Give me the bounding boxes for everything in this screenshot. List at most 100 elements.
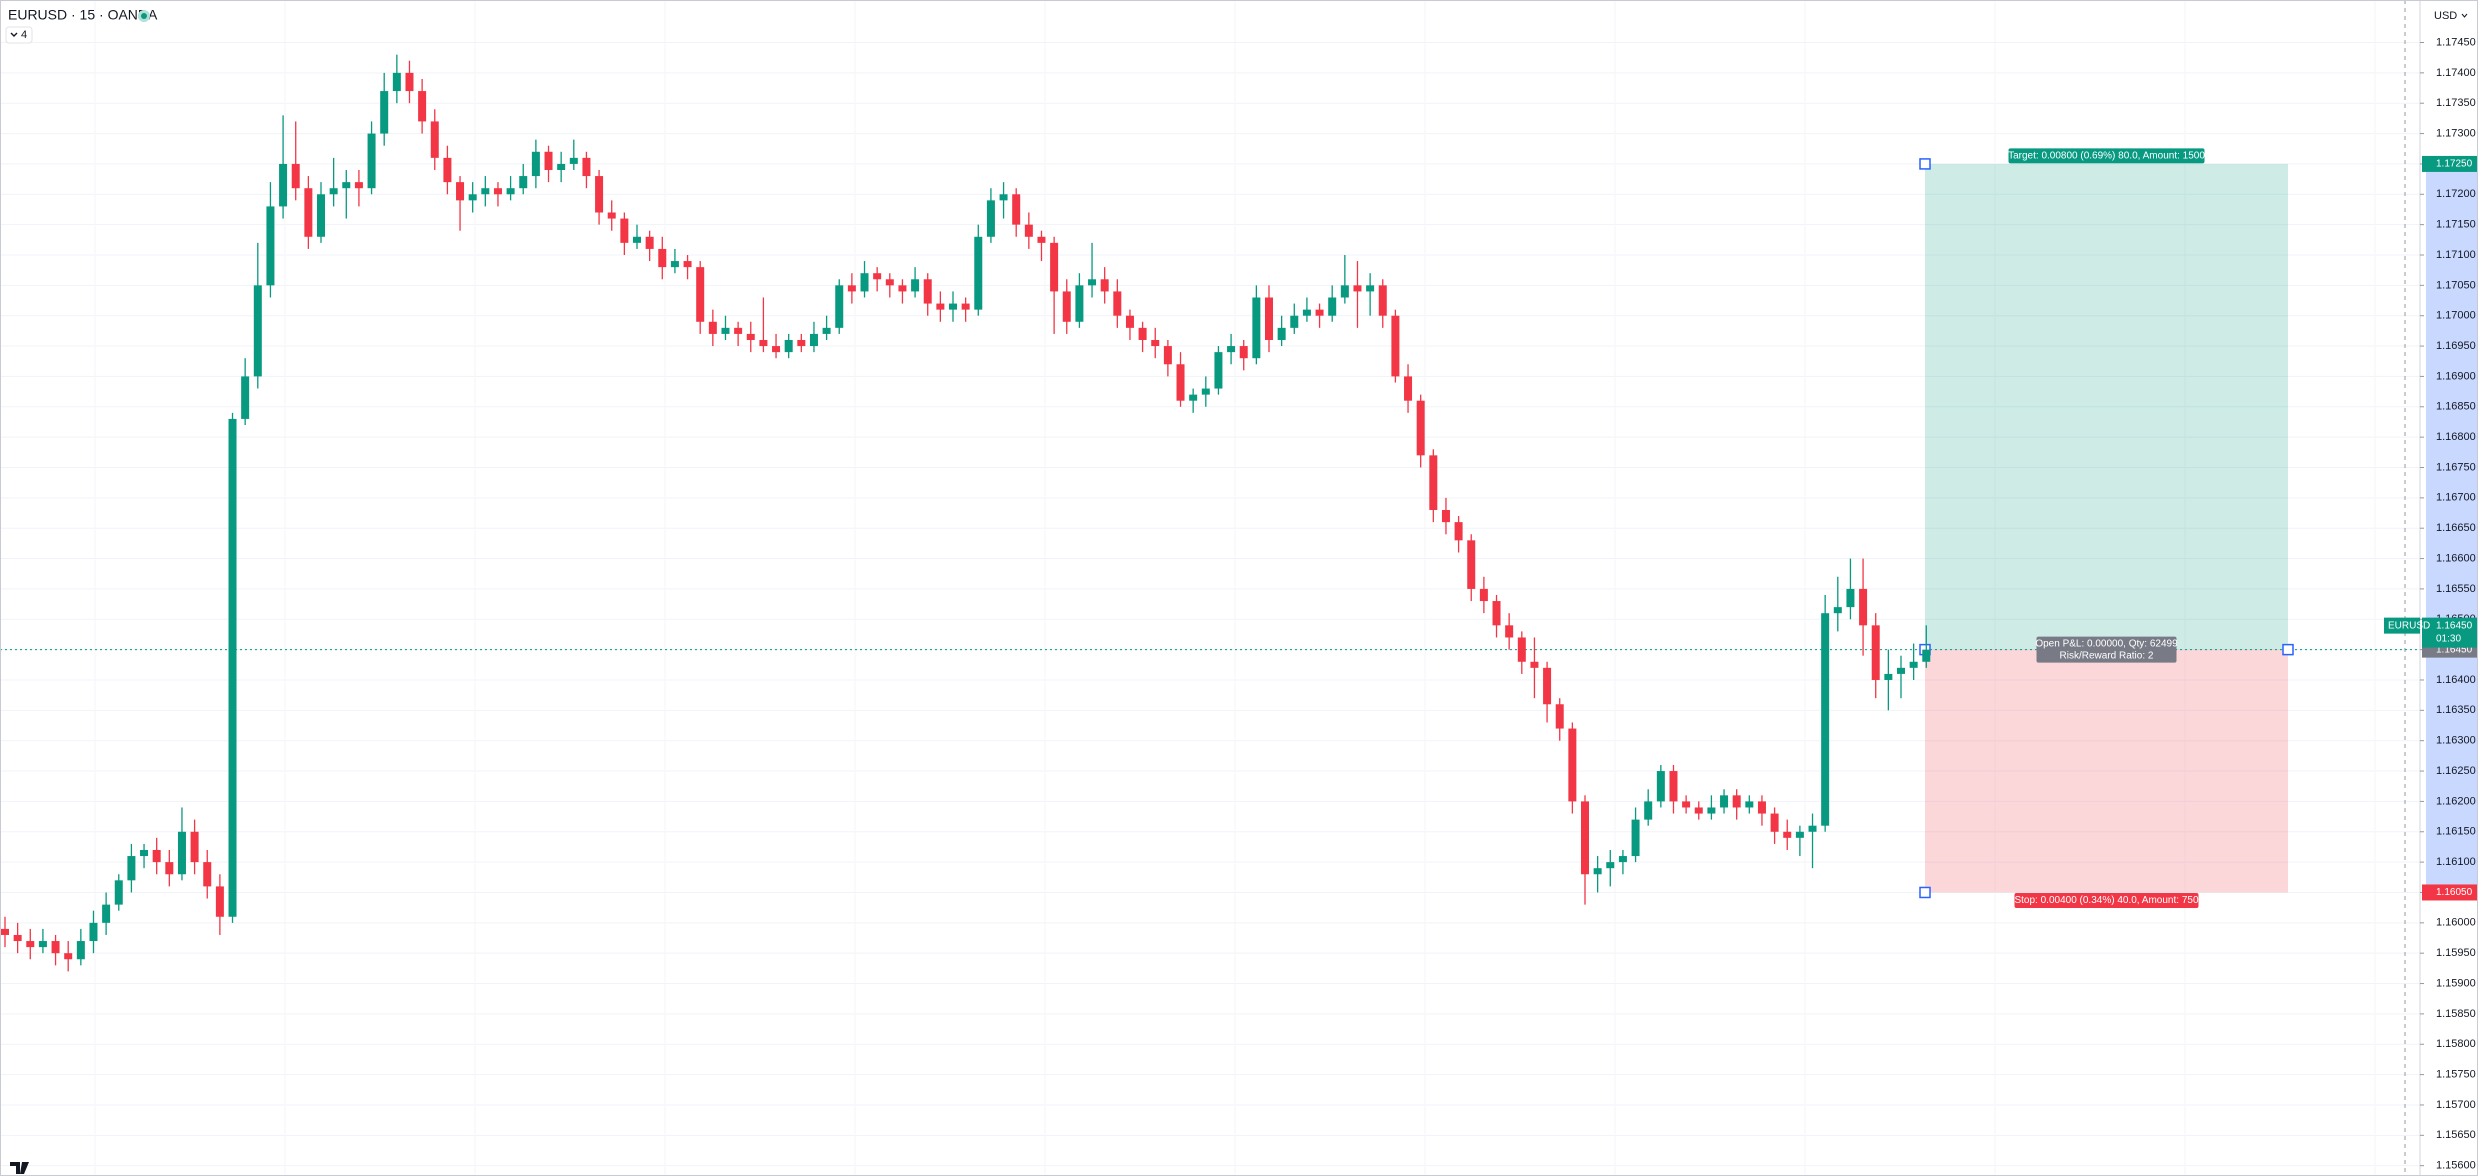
candle-body: [190, 831, 199, 863]
candle-body: [380, 91, 389, 134]
candle-body: [734, 327, 743, 334]
candle-body: [64, 953, 73, 960]
candle-body: [1378, 285, 1387, 316]
candle-body: [923, 279, 932, 304]
candle-body: [1100, 279, 1109, 292]
y-tick-label: 1.17350: [2436, 97, 2476, 109]
candle-body: [114, 880, 123, 905]
candle-body: [26, 941, 35, 948]
candle-body: [1176, 364, 1185, 401]
drag-handle[interactable]: [2282, 643, 2294, 656]
candle-body: [1808, 825, 1817, 832]
candle-body: [1404, 376, 1413, 401]
candle-body: [76, 941, 85, 960]
last-price-tag: [2422, 617, 2478, 648]
candle-body: [1201, 388, 1210, 395]
currency-button[interactable]: [2430, 6, 2470, 26]
candle-body: [1897, 667, 1905, 674]
currency-label: USD: [2434, 10, 2457, 22]
candle-body: [1113, 291, 1122, 316]
candle-body: [443, 157, 452, 183]
candle-body: [1302, 309, 1311, 316]
target-zone: [1925, 163, 2288, 650]
indicator-toggle[interactable]: [5, 26, 33, 44]
candle-body: [367, 133, 376, 189]
y-tick-label: 1.17100: [2436, 249, 2476, 261]
candle-body: [1543, 667, 1552, 705]
candle-body: [847, 285, 856, 292]
last-price-label: 1.16450: [2436, 620, 2473, 631]
candle-body: [1315, 309, 1324, 316]
candle-body: [152, 849, 161, 863]
candle-body: [885, 279, 894, 286]
candle-body: [1505, 625, 1514, 638]
candle-body: [1859, 588, 1868, 626]
candle-body: [1631, 819, 1640, 857]
candle-body: [506, 188, 515, 195]
y-tick-label: 1.15700: [2436, 1099, 2476, 1111]
symbol-tag-label: EURUSD: [2388, 620, 2430, 631]
candle-body: [1783, 831, 1792, 838]
candle-body: [1720, 795, 1729, 808]
y-tick-label: 1.15900: [2436, 977, 2476, 989]
candle-body: [595, 176, 604, 213]
candle-body: [949, 303, 957, 310]
candle-body: [1581, 801, 1589, 875]
candle-body: [1593, 868, 1602, 875]
candle-body: [1745, 801, 1754, 808]
position-tool[interactable]: Target: 0.00800 (0.69%) 80.0, Amount: 15…: [0, 148, 2478, 908]
candle-body: [746, 333, 755, 340]
candle-body: [279, 163, 288, 207]
candle-body: [1163, 346, 1172, 365]
candle-body: [1492, 601, 1501, 626]
candle-body: [1922, 649, 1931, 662]
candle-body: [354, 182, 363, 189]
stop-label: Stop: 0.00400 (0.34%) 40.0, Amount: 750: [2014, 895, 2198, 906]
candle-body: [835, 285, 844, 328]
candle-body: [266, 206, 275, 286]
drag-handle[interactable]: [1919, 886, 1931, 899]
y-tick-label: 1.17450: [2436, 36, 2476, 48]
y-tick-label: 1.16400: [2436, 674, 2476, 686]
y-tick-label: 1.17200: [2436, 188, 2476, 200]
candle-body: [1707, 807, 1716, 814]
y-tick-label: 1.15850: [2436, 1008, 2476, 1020]
candle-body: [898, 285, 907, 292]
stop-label-box: [2014, 892, 2199, 908]
candle-body: [759, 339, 768, 347]
candle-body: [13, 934, 22, 942]
candle-body: [658, 248, 667, 268]
candle-body: [519, 176, 528, 189]
candle-body: [557, 163, 566, 170]
y-tick-label: 1.16100: [2436, 856, 2476, 868]
y-tick-label: 1.16150: [2436, 826, 2476, 838]
y-tick-label: 1.16200: [2436, 795, 2476, 807]
y-tick-label: 1.16550: [2436, 583, 2476, 595]
candle-body: [645, 236, 654, 249]
candle-body: [481, 188, 490, 195]
y-tick-label: 1.16850: [2436, 401, 2476, 413]
drag-handle[interactable]: [1919, 158, 1931, 170]
indicator-count: 4: [21, 29, 27, 41]
y-tick-label: 1.15600: [2436, 1160, 2476, 1172]
candle-body: [582, 157, 591, 177]
candle-body: [986, 200, 995, 237]
candle-body: [1656, 771, 1665, 802]
candle-body: [772, 346, 781, 353]
chevron-icon: [10, 32, 18, 37]
candle-body: [468, 194, 477, 201]
candle-body: [1088, 279, 1097, 286]
candle-body: [456, 182, 465, 201]
y-tick-label: 1.16300: [2436, 735, 2476, 747]
candle-body: [329, 188, 338, 195]
candle-body: [873, 273, 882, 280]
candle-body: [1606, 862, 1615, 869]
candle-body: [140, 849, 149, 857]
candle-body: [544, 151, 553, 170]
candle-body: [961, 303, 970, 310]
open-label: Open P&L: 0.00000, Qty: 62499: [2035, 638, 2178, 649]
candle-body: [809, 333, 818, 347]
candle-body: [607, 212, 616, 219]
